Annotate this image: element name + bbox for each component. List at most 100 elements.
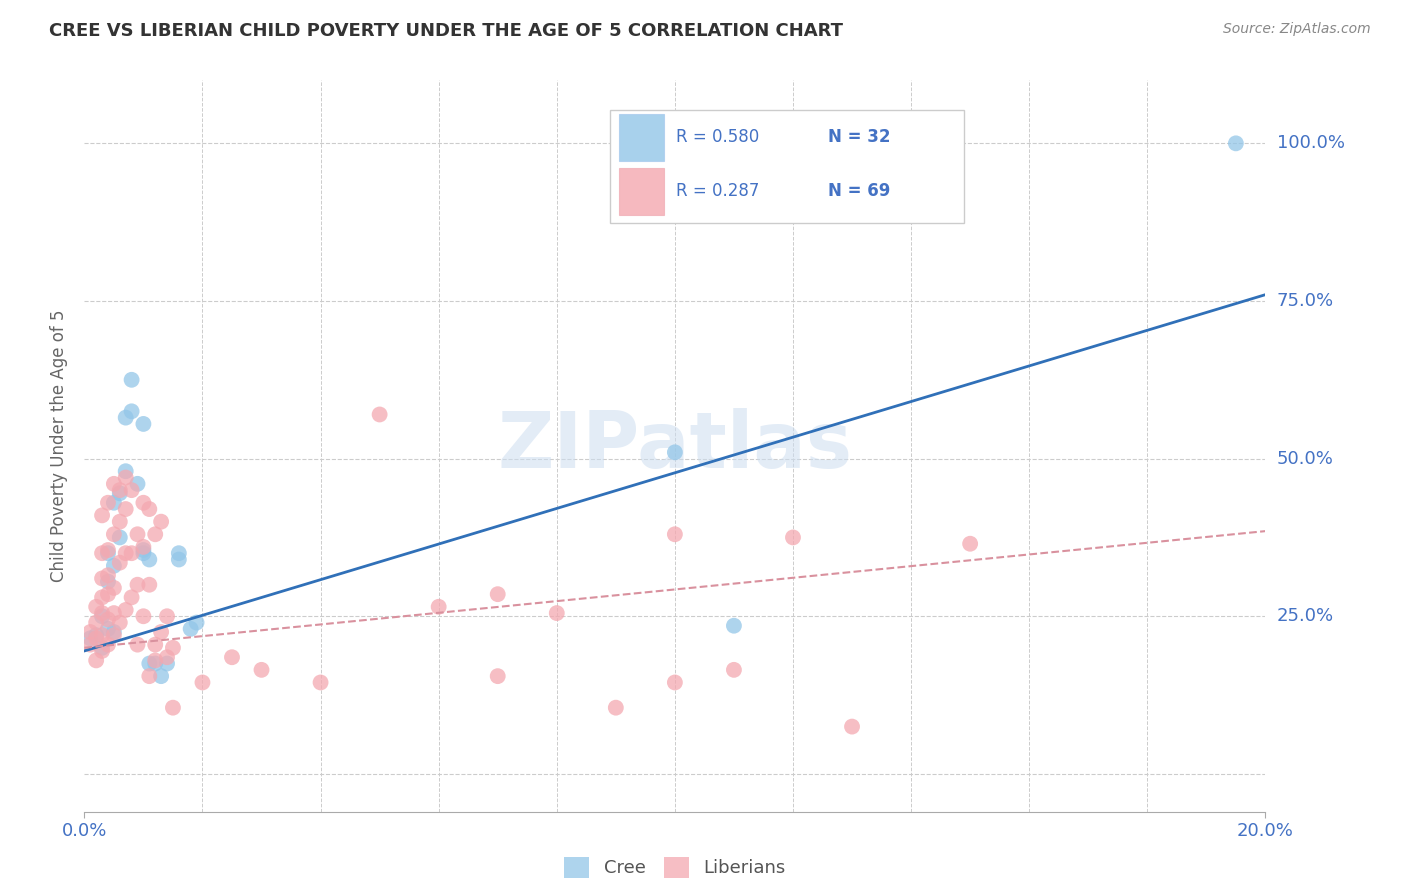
Point [127, 476, 149, 491]
Point [1225, 136, 1247, 151]
Point [132, 543, 155, 558]
Point [84, 615, 107, 630]
Point [114, 603, 136, 617]
Point [127, 527, 149, 541]
Point [91, 644, 114, 658]
Text: ZIPatlas: ZIPatlas [498, 408, 852, 484]
Point [664, 527, 686, 541]
Point [84, 628, 107, 642]
Point [97, 612, 120, 626]
Point [114, 502, 136, 516]
Point [138, 552, 160, 566]
Point [97, 546, 120, 560]
Point [368, 408, 391, 422]
Point [103, 476, 125, 491]
Point [138, 669, 160, 683]
Point [138, 578, 160, 592]
Text: 75.0%: 75.0% [1277, 292, 1334, 310]
Point [108, 615, 131, 630]
Point [91, 640, 114, 655]
Point [486, 587, 509, 601]
Point [186, 615, 208, 630]
Point [108, 530, 131, 544]
Point [103, 628, 125, 642]
Point [156, 609, 179, 624]
Point [114, 464, 136, 478]
Point [841, 720, 863, 734]
Point [723, 618, 745, 632]
Point [150, 515, 173, 529]
FancyBboxPatch shape [620, 168, 664, 215]
Point [108, 486, 131, 500]
Point [162, 700, 184, 714]
Point [309, 675, 332, 690]
Point [79, 638, 101, 652]
Text: N = 69: N = 69 [828, 183, 891, 201]
Point [143, 653, 166, 667]
Point [127, 578, 149, 592]
Point [167, 552, 190, 566]
Point [546, 606, 568, 620]
Point [108, 483, 131, 497]
Point [132, 609, 155, 624]
Point [132, 417, 155, 431]
Point [132, 540, 155, 554]
Point [221, 650, 243, 665]
Point [97, 622, 120, 636]
Point [121, 591, 143, 605]
Point [91, 609, 114, 624]
Point [121, 373, 143, 387]
Point [79, 632, 101, 646]
Point [150, 625, 173, 640]
Point [114, 410, 136, 425]
Point [121, 404, 143, 418]
Point [79, 625, 101, 640]
Point [121, 483, 143, 497]
Point [180, 622, 202, 636]
Point [486, 669, 509, 683]
Text: 100.0%: 100.0% [1277, 135, 1344, 153]
Text: CREE VS LIBERIAN CHILD POVERTY UNDER THE AGE OF 5 CORRELATION CHART: CREE VS LIBERIAN CHILD POVERTY UNDER THE… [49, 22, 844, 40]
Point [250, 663, 273, 677]
Point [103, 558, 125, 573]
Text: R = 0.287: R = 0.287 [676, 183, 759, 201]
Text: 25.0%: 25.0% [1277, 607, 1334, 625]
Point [191, 675, 214, 690]
Point [150, 669, 173, 683]
Point [103, 581, 125, 595]
Point [91, 571, 114, 585]
Point [121, 546, 143, 560]
Point [114, 470, 136, 484]
Point [91, 591, 114, 605]
Point [132, 546, 155, 560]
Legend: Cree, Liberians: Cree, Liberians [555, 848, 794, 887]
Point [91, 628, 114, 642]
Point [127, 638, 149, 652]
Point [782, 530, 804, 544]
Point [91, 546, 114, 560]
Point [156, 657, 179, 671]
Point [664, 675, 686, 690]
Point [91, 606, 114, 620]
Point [84, 599, 107, 614]
Point [138, 657, 160, 671]
Text: R = 0.580: R = 0.580 [676, 128, 759, 146]
Point [108, 556, 131, 570]
Text: N = 32: N = 32 [828, 128, 891, 146]
Point [97, 568, 120, 582]
FancyBboxPatch shape [610, 110, 965, 223]
Point [143, 527, 166, 541]
Y-axis label: Child Poverty Under the Age of 5: Child Poverty Under the Age of 5 [51, 310, 69, 582]
Point [156, 650, 179, 665]
Point [97, 638, 120, 652]
Point [959, 537, 981, 551]
Point [108, 515, 131, 529]
Point [103, 527, 125, 541]
Point [162, 640, 184, 655]
Point [97, 543, 120, 558]
Point [664, 445, 686, 459]
Point [132, 496, 155, 510]
Point [143, 657, 166, 671]
FancyBboxPatch shape [620, 113, 664, 161]
Point [143, 638, 166, 652]
